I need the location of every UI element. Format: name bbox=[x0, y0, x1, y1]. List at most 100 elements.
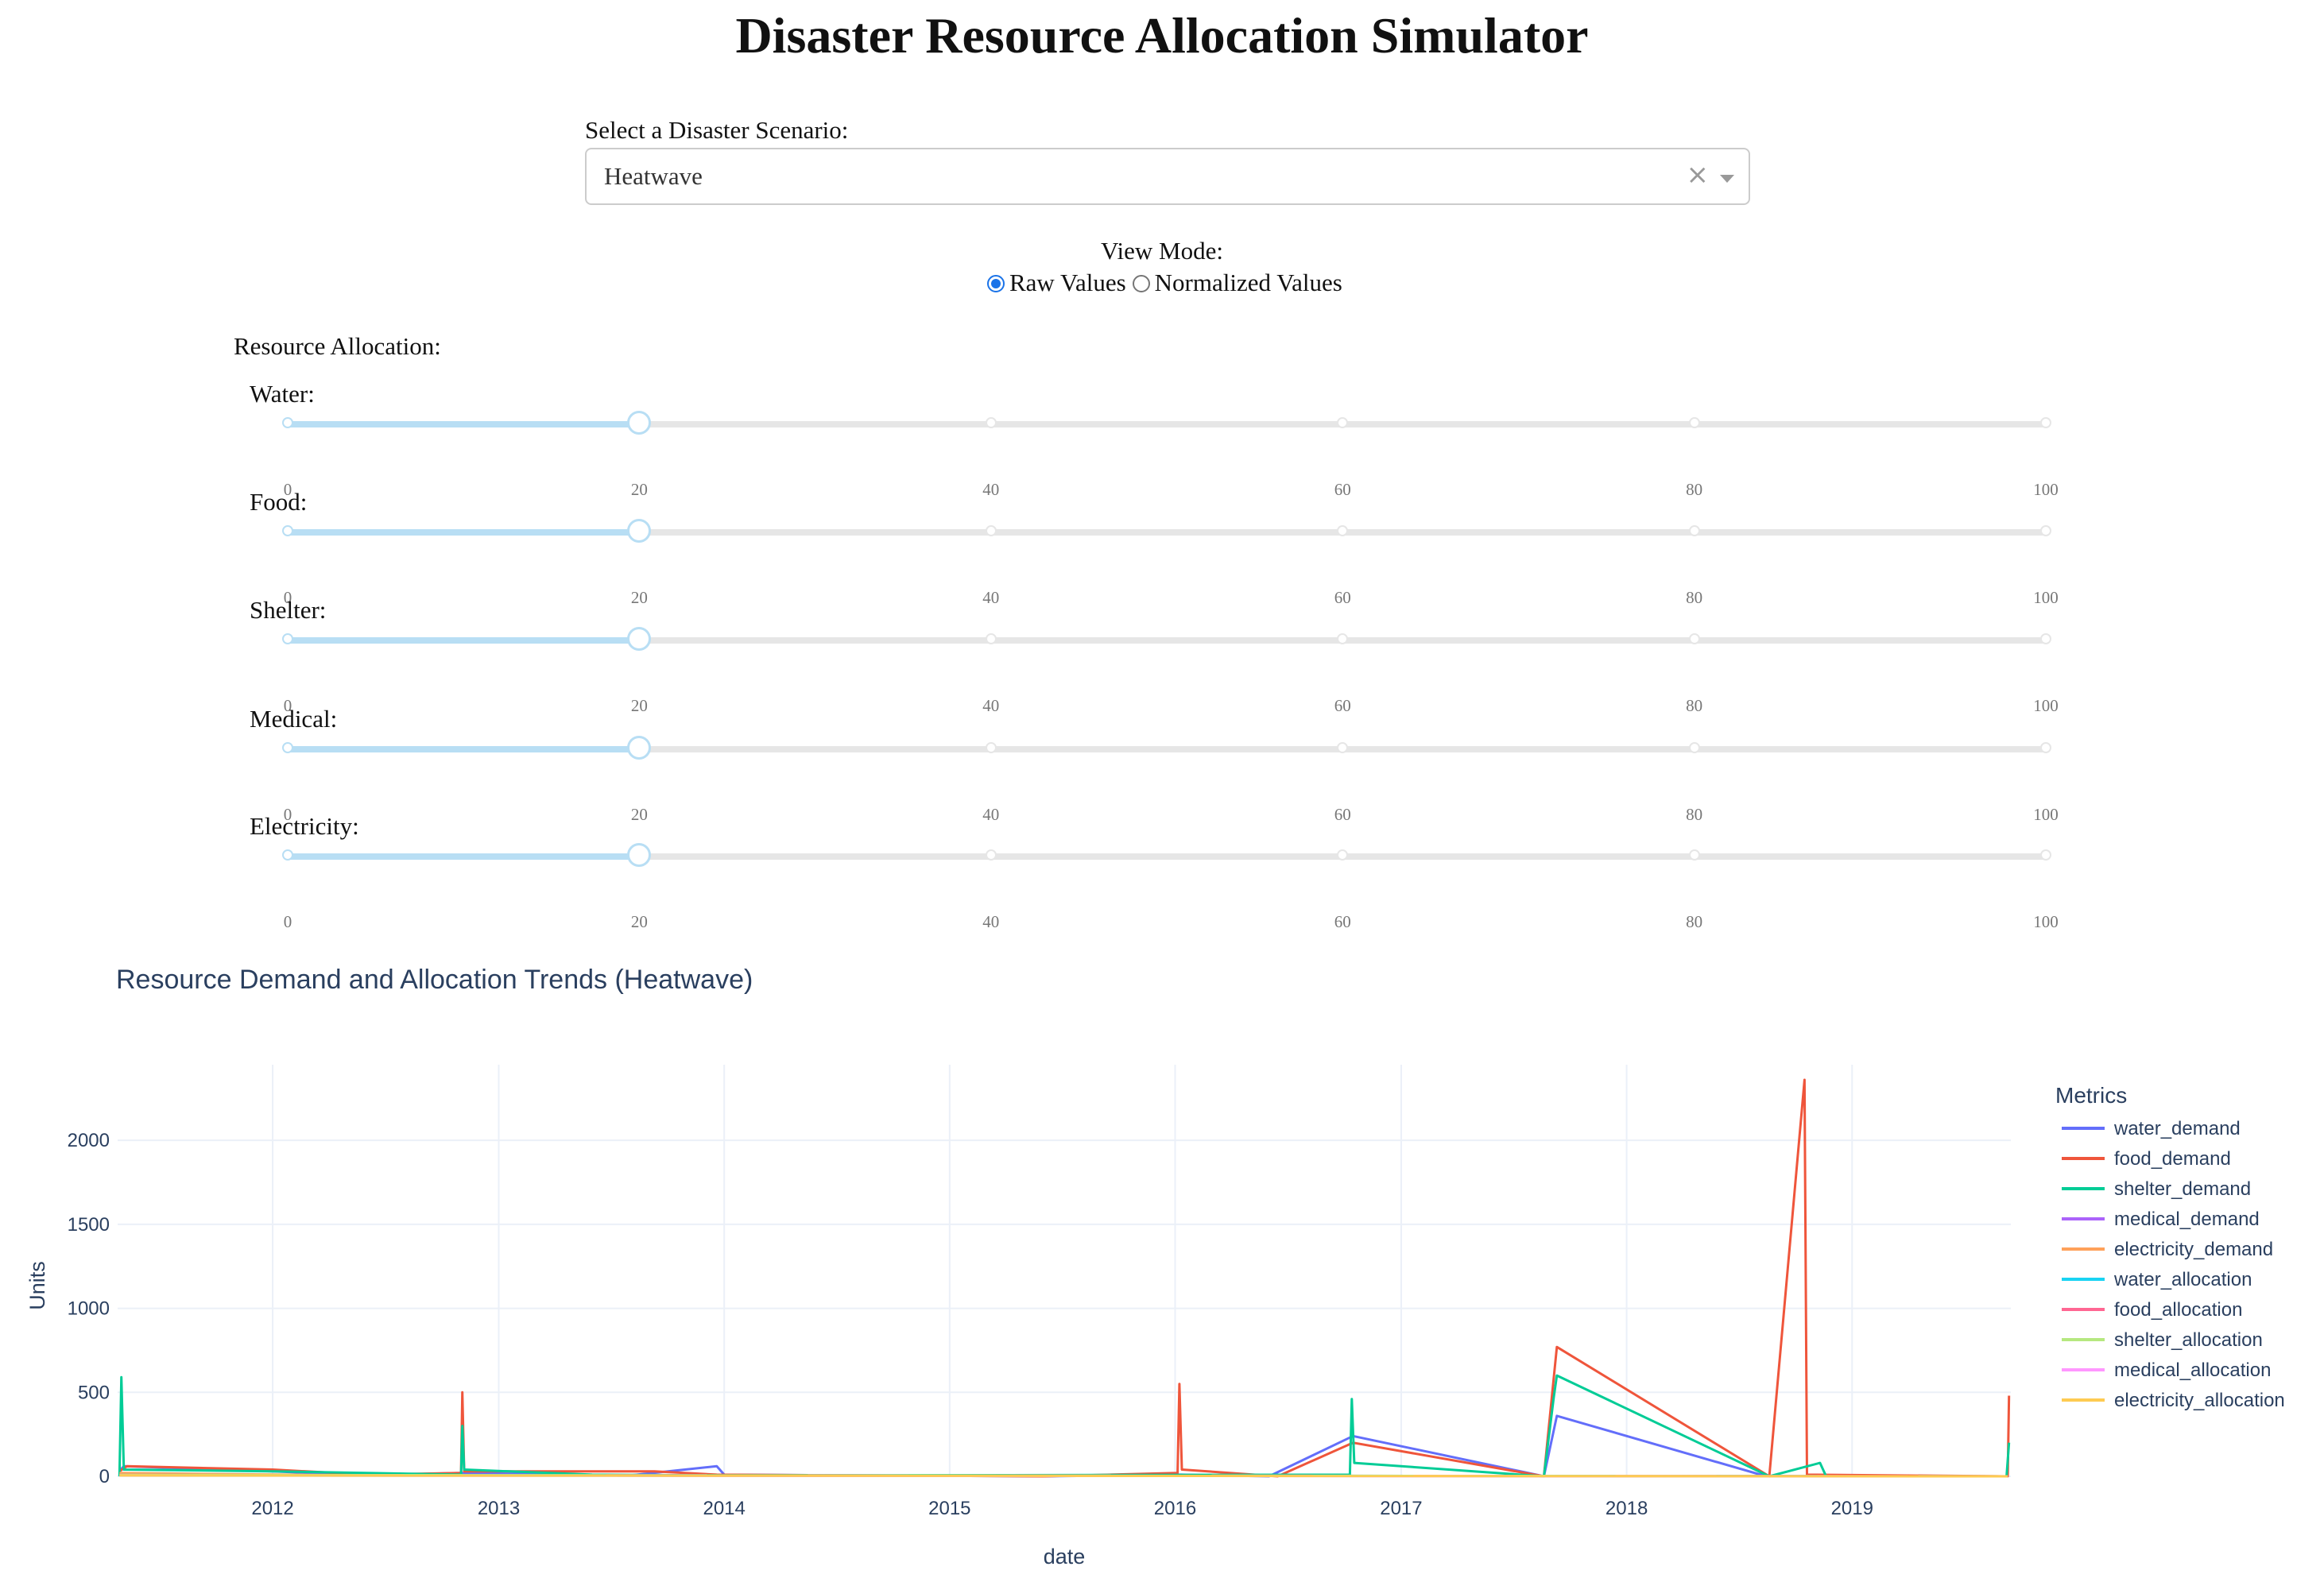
legend-item: water_demand bbox=[2113, 1118, 2241, 1139]
slider-tick-label: 60 bbox=[1334, 805, 1351, 824]
series-line-shelter_demand bbox=[118, 1374, 2011, 1478]
slider-tick-label: 80 bbox=[1686, 480, 1703, 499]
slider-mark bbox=[1337, 849, 1349, 861]
slider-tick-label: 60 bbox=[1334, 912, 1351, 931]
radio-option-raw[interactable]: Raw Values bbox=[987, 269, 1126, 297]
x-tick-label: 2013 bbox=[478, 1498, 520, 1519]
legend-item: food_demand bbox=[2114, 1148, 2231, 1170]
slider-handle[interactable] bbox=[627, 736, 652, 760]
legend-item: food_allocation bbox=[2114, 1299, 2242, 1321]
y-tick-label: 1000 bbox=[68, 1298, 110, 1320]
slider-food[interactable]: Food: 0 20 40 60 80 100 bbox=[250, 488, 2078, 607]
slider-handle[interactable] bbox=[627, 843, 652, 867]
chevron-down-icon[interactable] bbox=[1720, 175, 1734, 183]
slider-track[interactable]: 0 20 40 60 80 100 bbox=[282, 627, 2059, 715]
slider-tick-label: 100 bbox=[2033, 912, 2059, 931]
slider-mark bbox=[985, 633, 997, 644]
x-axis-title: date bbox=[1044, 1545, 1086, 1568]
slider-handle[interactable] bbox=[627, 519, 652, 543]
slider-tick-label: 20 bbox=[630, 480, 648, 499]
radio-button-normalized[interactable] bbox=[1132, 275, 1150, 292]
y-tick-label: 0 bbox=[99, 1466, 110, 1487]
slider-fill bbox=[288, 637, 640, 644]
slider-tick-label: 100 bbox=[2033, 480, 2059, 499]
view-mode-label: View Mode: bbox=[1101, 237, 1223, 265]
slider-label: Water: bbox=[250, 380, 315, 408]
slider-tick-label: 40 bbox=[982, 588, 1000, 607]
x-tick-label: 2017 bbox=[1380, 1498, 1422, 1519]
y-tick-label: 1500 bbox=[68, 1214, 110, 1236]
slider-mark bbox=[1688, 849, 1700, 861]
resource-allocation-label: Resource Allocation: bbox=[234, 332, 441, 360]
slider-handle[interactable] bbox=[627, 411, 652, 435]
slider-handle[interactable] bbox=[627, 627, 652, 651]
slider-track[interactable]: 0 20 40 60 80 100 bbox=[282, 736, 2059, 824]
page-title: Disaster Resource Allocation Simulator bbox=[735, 7, 1589, 64]
x-tick-label: 2018 bbox=[1605, 1498, 1648, 1519]
slider-tick-label: 80 bbox=[1686, 805, 1703, 824]
series-line-food_demand bbox=[118, 1078, 2011, 1478]
slider-tick-label: 20 bbox=[630, 696, 648, 715]
slider-water[interactable]: Water: 0 20 40 60 80 100 bbox=[250, 380, 2078, 499]
slider-tick-label: 80 bbox=[1686, 912, 1703, 931]
legend-title: Metrics bbox=[2055, 1083, 2127, 1108]
legend-item: medical_allocation bbox=[2114, 1360, 2271, 1381]
radio-option-normalized[interactable]: Normalized Values bbox=[1132, 269, 1342, 297]
slider-mark bbox=[1688, 742, 1700, 753]
slider-tick-label: 0 bbox=[283, 912, 292, 931]
view-mode-radio-group: Raw Values Normalized Values bbox=[987, 269, 1349, 297]
slider-tick-label: 0 bbox=[283, 588, 292, 607]
chart-title: Resource Demand and Allocation Trends (H… bbox=[116, 965, 753, 995]
slider-electricity[interactable]: Electricity: 0 20 40 60 80 100 bbox=[250, 812, 2078, 931]
scenario-dropdown[interactable]: Heatwave × bbox=[585, 148, 1750, 205]
legend-item: medical_demand bbox=[2114, 1209, 2260, 1230]
x-tick-label: 2019 bbox=[1831, 1498, 1873, 1519]
slider-label: Shelter: bbox=[250, 596, 327, 624]
slider-mark bbox=[2040, 849, 2051, 861]
y-tick-label: 2000 bbox=[68, 1130, 110, 1151]
x-tick-label: 2012 bbox=[251, 1498, 293, 1519]
slider-label: Food: bbox=[250, 488, 308, 516]
slider-mark bbox=[1337, 525, 1349, 536]
x-tick-label: 2016 bbox=[1154, 1498, 1196, 1519]
slider-mark bbox=[2040, 417, 2051, 428]
slider-track[interactable]: 0 20 40 60 80 100 bbox=[282, 411, 2059, 499]
slider-mark bbox=[1688, 633, 1700, 644]
slider-mark bbox=[2040, 633, 2051, 644]
slider-mark bbox=[1688, 525, 1700, 536]
slider-mark bbox=[2040, 742, 2051, 753]
slider-tick-label: 80 bbox=[1686, 696, 1703, 715]
slider-tick-label: 60 bbox=[1334, 696, 1351, 715]
slider-track[interactable]: 0 20 40 60 80 100 bbox=[282, 519, 2059, 607]
clear-icon[interactable]: × bbox=[1686, 159, 1710, 191]
slider-track[interactable]: 0 20 40 60 80 100 bbox=[282, 843, 2059, 931]
slider-mark bbox=[282, 849, 293, 861]
legend-item: water_allocation bbox=[2113, 1269, 2252, 1290]
slider-tick-label: 0 bbox=[283, 480, 292, 499]
scenario-selected-value: Heatwave bbox=[604, 162, 703, 190]
slider-mark bbox=[282, 742, 293, 753]
slider-fill bbox=[288, 746, 640, 752]
slider-mark bbox=[282, 633, 293, 644]
slider-shelter[interactable]: Shelter: 0 20 40 60 80 100 bbox=[250, 596, 2078, 715]
slider-tick-label: 60 bbox=[1334, 480, 1351, 499]
slider-mark bbox=[985, 525, 997, 536]
slider-mark bbox=[1688, 417, 1700, 428]
slider-mark bbox=[985, 742, 997, 753]
slider-tick-label: 100 bbox=[2033, 805, 2059, 824]
slider-tick-label: 60 bbox=[1334, 588, 1351, 607]
slider-fill bbox=[288, 853, 640, 860]
slider-fill bbox=[288, 421, 640, 427]
slider-tick-label: 40 bbox=[982, 805, 1000, 824]
legend-item: electricity_demand bbox=[2114, 1239, 2273, 1260]
slider-tick-label: 100 bbox=[2033, 696, 2059, 715]
slider-tick-label: 0 bbox=[283, 696, 292, 715]
radio-label-raw: Raw Values bbox=[1009, 269, 1126, 296]
slider-tick-label: 40 bbox=[982, 912, 1000, 931]
slider-tick-label: 80 bbox=[1686, 588, 1703, 607]
slider-mark bbox=[1337, 633, 1349, 644]
radio-button-raw[interactable] bbox=[987, 275, 1005, 292]
slider-medical[interactable]: Medical: 0 20 40 60 80 100 bbox=[250, 705, 2078, 824]
radio-label-normalized: Normalized Values bbox=[1154, 269, 1342, 296]
